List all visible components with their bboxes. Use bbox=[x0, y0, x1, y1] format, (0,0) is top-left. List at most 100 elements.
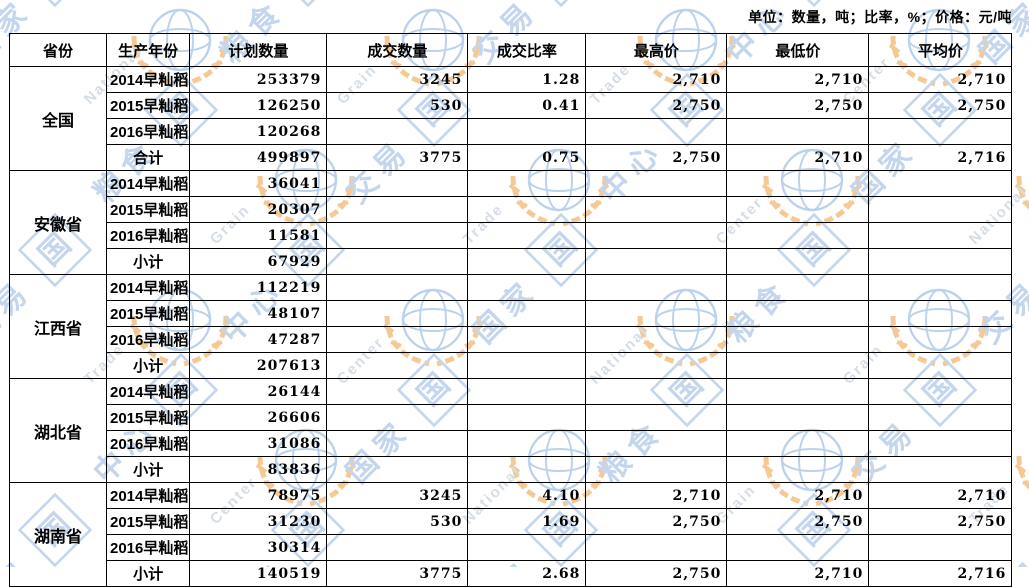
subtotal-label-cell: 小计 bbox=[105, 456, 191, 483]
table-row: 小计 207613 bbox=[10, 352, 1013, 379]
traded-cell bbox=[326, 196, 469, 223]
traded-cell: 3775 bbox=[326, 144, 469, 171]
low-cell bbox=[726, 118, 870, 145]
traded-cell bbox=[326, 456, 469, 483]
header-row: 省份 生产年份 计划数量 成交数量 成交比率 最高价 最低价 平均价 bbox=[9, 33, 1013, 67]
avg-cell bbox=[868, 196, 1013, 223]
planned-cell: 67929 bbox=[189, 248, 328, 275]
table-row: 2016早籼稻 120268 bbox=[10, 118, 1013, 145]
high-cell bbox=[585, 430, 728, 457]
table-row: 2016早籼稻 30314 bbox=[10, 534, 1013, 561]
planned-cell: 36041 bbox=[189, 170, 328, 197]
table-row: 湖北省 2014早籼稻 26144 bbox=[9, 378, 1013, 483]
traded-cell bbox=[326, 326, 469, 353]
low-cell bbox=[726, 196, 870, 223]
province-cell: 湖南省 bbox=[9, 482, 107, 587]
ratio-cell: 1.69 bbox=[467, 508, 587, 535]
high-cell: 2,750 bbox=[585, 144, 728, 171]
avg-cell bbox=[868, 352, 1013, 379]
low-cell bbox=[726, 430, 870, 457]
watermark-diamond-logo bbox=[18, 0, 92, 7]
year-cell: 2015早籼稻 bbox=[105, 404, 191, 431]
column-header-year: 生产年份 bbox=[105, 33, 191, 67]
avg-cell: 2,750 bbox=[868, 508, 1013, 535]
high-cell bbox=[585, 534, 728, 561]
traded-cell bbox=[326, 118, 469, 145]
avg-cell bbox=[868, 326, 1013, 353]
ratio-cell bbox=[467, 248, 587, 275]
subtotal-label-cell: 小计 bbox=[105, 248, 191, 275]
ratio-cell bbox=[467, 456, 587, 483]
high-cell bbox=[585, 222, 728, 249]
high-cell bbox=[585, 170, 728, 197]
avg-cell bbox=[868, 274, 1013, 301]
planned-cell: 20307 bbox=[189, 196, 328, 223]
planned-cell: 48107 bbox=[189, 300, 328, 327]
high-cell: 2,750 bbox=[585, 92, 728, 119]
low-cell bbox=[726, 274, 870, 301]
ratio-cell bbox=[467, 222, 587, 249]
ratio-cell: 2.68 bbox=[467, 560, 587, 587]
ratio-cell: 1.28 bbox=[467, 66, 587, 93]
low-cell bbox=[726, 300, 870, 327]
traded-cell: 530 bbox=[326, 92, 469, 119]
planned-cell: 83836 bbox=[189, 456, 328, 483]
planned-cell: 26144 bbox=[189, 378, 328, 405]
avg-cell: 2,750 bbox=[868, 92, 1013, 119]
table-row: 全国 2014早籼稻 253379 3245 1.28 2,710 2,710 2,710 bbox=[9, 66, 1013, 171]
high-cell: 2,710 bbox=[585, 482, 728, 509]
planned-cell: 31230 bbox=[189, 508, 328, 535]
subtotal-label-cell: 小计 bbox=[105, 352, 191, 379]
ratio-cell bbox=[467, 404, 587, 431]
avg-cell: 2,710 bbox=[868, 482, 1013, 509]
table-row: 小计 67929 bbox=[10, 248, 1013, 275]
traded-cell bbox=[326, 378, 469, 405]
year-cell: 2015早籼稻 bbox=[105, 508, 191, 535]
subtotal-label-cell: 小计 bbox=[105, 560, 191, 587]
column-header-ratio: 成交比率 bbox=[467, 33, 587, 67]
high-cell bbox=[585, 404, 728, 431]
year-cell: 2016早籼稻 bbox=[105, 534, 191, 561]
ratio-cell bbox=[467, 430, 587, 457]
avg-cell: 2,716 bbox=[868, 144, 1013, 171]
ratio-cell: 0.75 bbox=[467, 144, 587, 171]
ratio-cell bbox=[467, 274, 587, 301]
traded-cell: 3245 bbox=[326, 482, 469, 509]
traded-cell bbox=[326, 300, 469, 327]
year-cell: 2015早籼稻 bbox=[105, 196, 191, 223]
column-header-average: 平均价 bbox=[868, 33, 1013, 67]
planned-cell: 253379 bbox=[189, 66, 328, 93]
low-cell: 2,750 bbox=[726, 92, 870, 119]
year-cell: 2014早籼稻 bbox=[105, 482, 191, 509]
unit-note: 单位：数量，吨；比率，%；价格：元/吨 bbox=[748, 9, 1012, 25]
planned-cell: 499897 bbox=[189, 144, 328, 171]
low-cell bbox=[726, 534, 870, 561]
low-cell: 2,710 bbox=[726, 482, 870, 509]
column-header-traded: 成交数量 bbox=[326, 33, 469, 67]
high-cell bbox=[585, 326, 728, 353]
province-cell: 江西省 bbox=[9, 274, 107, 379]
avg-cell bbox=[868, 300, 1013, 327]
table-row: 湖南省 2014早籼稻 78975 3245 4.10 2,710 2,710 2,710 bbox=[9, 482, 1013, 587]
table-row: 2016早籼稻 47287 bbox=[10, 326, 1013, 353]
table-row: 小计 83836 bbox=[10, 456, 1013, 483]
year-cell: 2016早籼稻 bbox=[105, 118, 191, 145]
traded-cell bbox=[326, 248, 469, 275]
low-cell bbox=[726, 326, 870, 353]
ratio-cell: 0.41 bbox=[467, 92, 587, 119]
avg-cell bbox=[868, 378, 1013, 405]
traded-cell bbox=[326, 404, 469, 431]
ratio-cell bbox=[467, 170, 587, 197]
avg-cell bbox=[868, 170, 1013, 197]
column-header-low: 最低价 bbox=[726, 33, 870, 67]
avg-cell bbox=[868, 118, 1013, 145]
low-cell: 2,710 bbox=[726, 560, 870, 587]
table-row: 2016早籼稻 31086 bbox=[10, 430, 1013, 457]
year-cell: 2014早籼稻 bbox=[105, 274, 191, 301]
year-cell: 2016早籼稻 bbox=[105, 430, 191, 457]
low-cell bbox=[726, 378, 870, 405]
avg-cell bbox=[868, 248, 1013, 275]
planned-cell: 126250 bbox=[189, 92, 328, 119]
planned-cell: 207613 bbox=[189, 352, 328, 379]
traded-cell: 530 bbox=[326, 508, 469, 535]
